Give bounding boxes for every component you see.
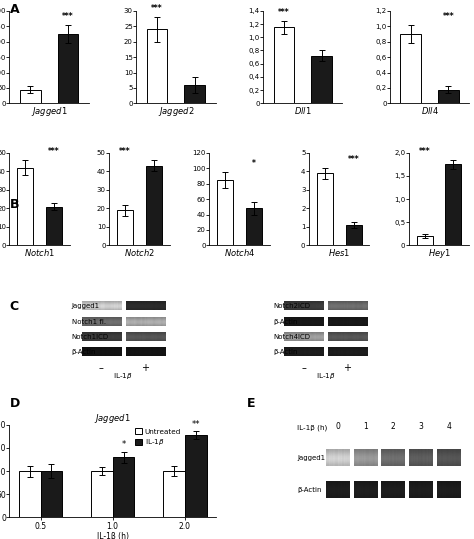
- Bar: [146, 29, 167, 103]
- X-axis label: $\it{Jagged2}$: $\it{Jagged2}$: [158, 105, 194, 118]
- Text: β-Actin: β-Actin: [72, 349, 96, 355]
- Text: β-Actin: β-Actin: [297, 487, 321, 493]
- Text: ***: ***: [48, 148, 60, 156]
- Text: +: +: [141, 363, 149, 374]
- Text: Notch2ICD: Notch2ICD: [274, 303, 311, 309]
- Text: A: A: [9, 3, 19, 17]
- Text: C: C: [9, 300, 18, 313]
- Text: ***: ***: [419, 147, 430, 156]
- Bar: [113, 457, 134, 517]
- Text: *: *: [121, 440, 126, 450]
- X-axis label: $\it{Dll1}$: $\it{Dll1}$: [294, 105, 311, 116]
- Text: *: *: [252, 160, 255, 168]
- Text: Notch4ICD: Notch4ICD: [274, 334, 311, 340]
- X-axis label: $\it{Hey1}$: $\it{Hey1}$: [428, 247, 450, 260]
- Bar: [58, 34, 78, 103]
- Text: ***: ***: [348, 155, 359, 164]
- Bar: [163, 471, 185, 517]
- Bar: [311, 56, 332, 103]
- Bar: [401, 34, 421, 103]
- Bar: [19, 471, 40, 517]
- Legend: Untreated, IL-1$\beta$: Untreated, IL-1$\beta$: [135, 429, 181, 447]
- Text: +: +: [344, 363, 351, 374]
- Text: **: **: [191, 420, 200, 429]
- Text: 4: 4: [447, 422, 451, 431]
- X-axis label: $\it{Notch1}$: $\it{Notch1}$: [24, 247, 55, 258]
- Bar: [446, 164, 461, 245]
- X-axis label: $\it{Notch4}$: $\it{Notch4}$: [224, 247, 255, 258]
- Bar: [117, 210, 133, 245]
- Bar: [146, 165, 162, 245]
- Bar: [91, 471, 113, 517]
- Text: 1: 1: [363, 422, 368, 431]
- X-axis label: IL-1β (h): IL-1β (h): [97, 532, 129, 539]
- Text: 3: 3: [419, 422, 424, 431]
- Text: ***: ***: [119, 148, 131, 156]
- Bar: [346, 225, 362, 245]
- Text: 2: 2: [391, 422, 396, 431]
- Text: 0: 0: [335, 422, 340, 431]
- Title: $\it{Jagged1}$: $\it{Jagged1}$: [94, 412, 131, 425]
- Text: –: –: [99, 363, 104, 374]
- Text: Notch1ICD: Notch1ICD: [72, 334, 109, 340]
- Bar: [246, 209, 262, 245]
- Text: ***: ***: [443, 12, 454, 21]
- Text: Notch1 fl.: Notch1 fl.: [72, 319, 106, 325]
- Bar: [417, 236, 433, 245]
- Bar: [438, 89, 459, 103]
- X-axis label: $\it{Jagged1}$: $\it{Jagged1}$: [31, 105, 67, 118]
- Text: β-Actin: β-Actin: [274, 319, 298, 325]
- Bar: [273, 27, 294, 103]
- Text: D: D: [9, 397, 20, 410]
- Text: IL-1$\beta$: IL-1$\beta$: [113, 371, 133, 381]
- Bar: [184, 85, 205, 103]
- Bar: [46, 206, 62, 245]
- Text: –: –: [301, 363, 306, 374]
- Text: ***: ***: [151, 4, 163, 13]
- Text: ***: ***: [278, 8, 290, 17]
- X-axis label: $\it{Notch2}$: $\it{Notch2}$: [124, 247, 155, 258]
- Bar: [40, 471, 62, 517]
- Text: B: B: [9, 197, 19, 211]
- Text: IL-1$\beta$: IL-1$\beta$: [316, 371, 336, 381]
- Text: β-Actin: β-Actin: [274, 349, 298, 355]
- X-axis label: $\it{Hes1}$: $\it{Hes1}$: [328, 247, 350, 258]
- Text: Jagged1: Jagged1: [72, 303, 100, 309]
- Bar: [18, 168, 33, 245]
- Text: E: E: [246, 397, 255, 410]
- Text: ***: ***: [62, 12, 74, 21]
- Text: IL-1β (h): IL-1β (h): [297, 425, 327, 431]
- Bar: [217, 180, 233, 245]
- Bar: [185, 435, 207, 517]
- Bar: [20, 89, 41, 103]
- Bar: [317, 173, 333, 245]
- Text: Jagged1: Jagged1: [297, 455, 325, 461]
- X-axis label: $\it{Dll4}$: $\it{Dll4}$: [420, 105, 438, 116]
